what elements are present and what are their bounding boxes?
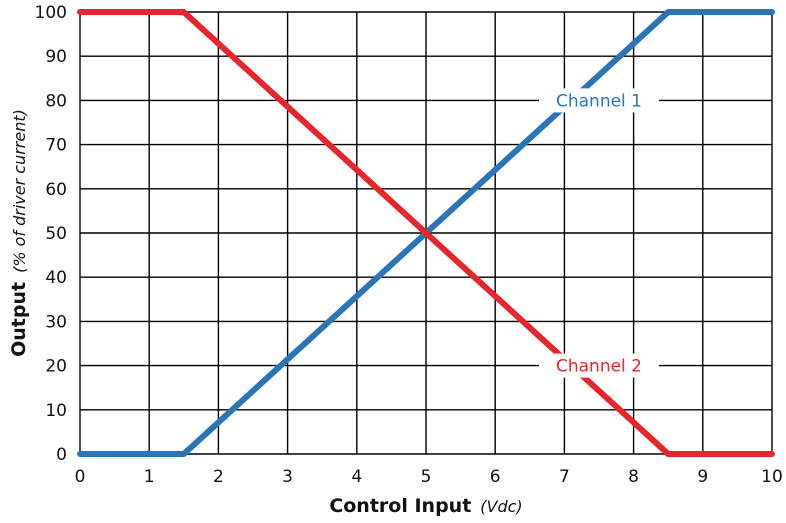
x-tick-label: 2 (213, 467, 224, 487)
y-tick-label: 20 (45, 357, 67, 377)
y-tick-label: 100 (35, 3, 67, 23)
y-tick-label: 30 (45, 312, 67, 332)
y-tick-label: 60 (45, 180, 67, 200)
x-tick-label: 8 (628, 467, 639, 487)
series-label-bg (539, 353, 659, 378)
x-tick-label: 0 (75, 467, 86, 487)
series-label-bg (539, 88, 659, 113)
y-tick-label: 90 (45, 47, 67, 67)
x-tick-label: 9 (697, 467, 708, 487)
y-axis-unit: (% of driver current) (10, 109, 29, 273)
series-label-channel-1: Channel 1 (556, 91, 642, 111)
series-lines (77, 9, 775, 457)
x-axis-unit: (Vdc) (480, 497, 522, 516)
y-tick-label: 40 (45, 268, 67, 288)
x-tick-label: 10 (761, 467, 783, 487)
x-tick-label: 6 (490, 467, 501, 487)
x-tick-label: 3 (282, 467, 293, 487)
y-tick-label: 80 (45, 91, 67, 111)
y-tick-label: 10 (45, 401, 67, 421)
x-tick-label: 7 (559, 467, 570, 487)
x-axis-ticks: 0 1 2 3 4 5 6 7 8 9 10 (75, 467, 783, 487)
x-tick-label: 1 (144, 467, 155, 487)
series-labels: Channel 1 Channel 2 (539, 88, 659, 378)
x-tick-label: 4 (351, 467, 362, 487)
x-tick-label: 5 (421, 467, 432, 487)
series-label-channel-2: Channel 2 (556, 357, 642, 377)
series-line-channel-2 (77, 9, 775, 457)
y-axis-title: Output (% of driver current) (8, 109, 30, 357)
y-tick-label: 70 (45, 136, 67, 156)
y-axis-ticks: 0 10 20 30 40 50 60 70 80 90 100 (35, 3, 67, 465)
y-axis-label: Output (8, 282, 30, 357)
x-axis-title: Control Input (Vdc) (329, 495, 522, 517)
y-tick-label: 0 (56, 445, 67, 465)
x-axis-label: Control Input (329, 495, 471, 517)
y-tick-label: 50 (45, 224, 67, 244)
